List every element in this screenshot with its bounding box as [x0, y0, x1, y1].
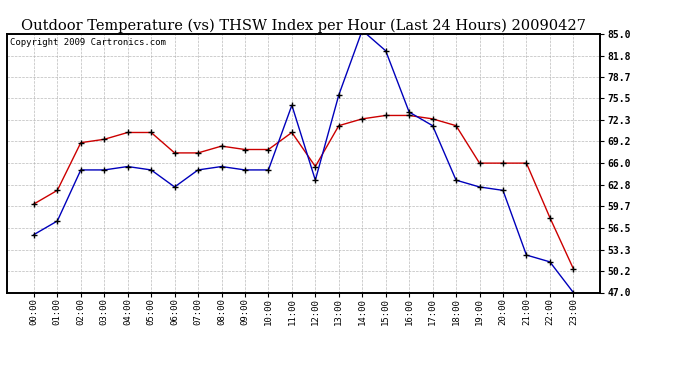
Text: Copyright 2009 Cartronics.com: Copyright 2009 Cartronics.com [10, 38, 166, 46]
Title: Outdoor Temperature (vs) THSW Index per Hour (Last 24 Hours) 20090427: Outdoor Temperature (vs) THSW Index per … [21, 18, 586, 33]
